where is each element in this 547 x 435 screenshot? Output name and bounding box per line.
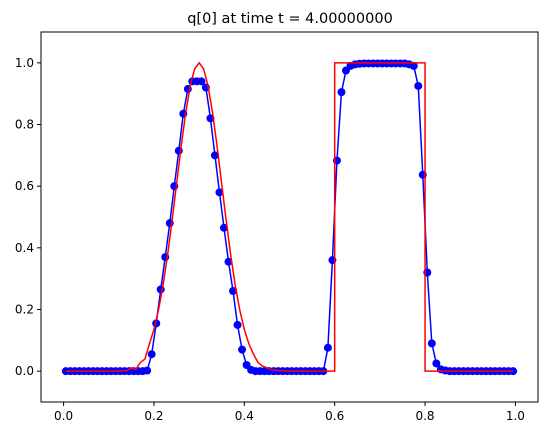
data-point — [197, 77, 206, 86]
plot-frame — [40, 31, 539, 403]
y-tick-label: 0.8 — [15, 118, 34, 132]
data-point — [229, 287, 238, 295]
y-tick-label: 0.6 — [15, 179, 34, 193]
x-tick-label: 0.6 — [325, 409, 344, 423]
y-tick-label: 0.4 — [15, 241, 34, 255]
data-point — [215, 188, 224, 197]
y-tick-label: 0.2 — [15, 303, 34, 317]
data-point — [210, 151, 219, 160]
data-point — [238, 345, 247, 354]
y-tick-label: 0.0 — [15, 364, 34, 378]
series-layer — [61, 59, 518, 376]
data-point — [147, 350, 156, 359]
data-point — [143, 366, 152, 375]
x-tick-label: 0.2 — [144, 409, 163, 423]
x-tick-label: 0.8 — [415, 409, 434, 423]
data-point — [414, 81, 423, 90]
series-red-line — [65, 61, 514, 372]
x-axis: 0.0 0.2 0.4 0.6 0.8 1.0 — [54, 402, 525, 423]
x-tick-label: 0.4 — [235, 409, 254, 423]
data-point — [219, 223, 228, 232]
y-axis: 0.0 0.2 0.4 0.6 0.8 1.0 — [15, 56, 41, 378]
chart-title: q[0] at time t = 4.00000000 — [187, 11, 393, 27]
data-point — [427, 339, 436, 348]
data-point — [432, 359, 441, 368]
data-point — [233, 320, 242, 329]
data-point — [409, 61, 418, 70]
series-blue-line — [65, 62, 514, 372]
data-point — [337, 88, 346, 97]
x-tick-label: 0.0 — [54, 409, 73, 423]
data-point — [224, 257, 233, 266]
y-tick-label: 1.0 — [15, 56, 34, 70]
x-tick-label: 1.0 — [506, 409, 525, 423]
data-point — [323, 343, 332, 352]
